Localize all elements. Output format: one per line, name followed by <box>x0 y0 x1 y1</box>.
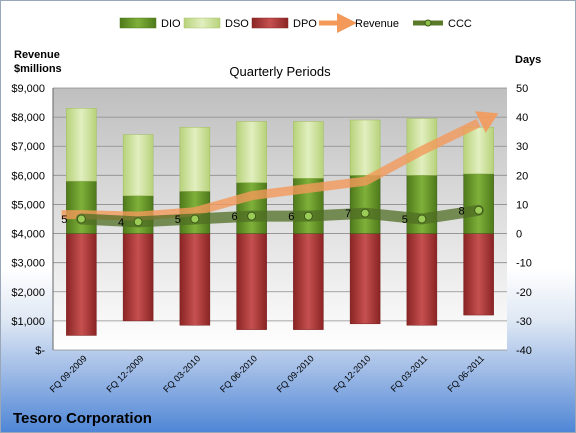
left-tick-label: $3,000 <box>11 258 45 270</box>
bar-dpo <box>406 233 438 326</box>
right-tick-label: 30 <box>516 141 528 153</box>
left-tick-label: $8,000 <box>11 112 45 124</box>
x-tick-label: FQ 09-2009 <box>48 353 89 394</box>
legend: DIO DSO DPO Revenue CCC <box>119 13 472 33</box>
bar-dso <box>66 108 97 182</box>
ccc-series: 5 4 5 6 6 7 5 8 <box>61 204 485 229</box>
ccc-point <box>247 211 257 221</box>
right-tick-label: -40 <box>516 345 532 357</box>
revenue-arrowhead <box>475 111 499 133</box>
ccc-data-label: 5 <box>402 214 408 226</box>
bar-dso <box>463 127 494 175</box>
bar-dpo <box>293 233 324 330</box>
ccc-point <box>76 214 86 224</box>
ccc-point <box>474 205 484 215</box>
legend-label-dso: DSO <box>225 18 249 30</box>
bar-dso <box>122 134 154 196</box>
x-tick-label: FQ 09-2010 <box>275 353 316 394</box>
legend-label-dpo: DPO <box>293 18 317 30</box>
right-tick-label: 10 <box>516 199 528 211</box>
ccc-data-label: 4 <box>118 217 124 229</box>
legend-swatch-ccc-marker <box>424 19 432 27</box>
left-tick-label: $9,000 <box>11 83 45 95</box>
right-tick-label: 40 <box>516 112 528 124</box>
left-axis-ticks: $- $1,000 $2,000 $3,000 $4,000 $5,000 $6,000 $7… <box>11 83 45 357</box>
legend-swatch-dio <box>119 17 157 29</box>
x-tick-label: FQ 03-2010 <box>161 353 202 394</box>
company-name: Tesoro Corporation <box>13 410 152 427</box>
right-tick-label: -10 <box>516 258 532 270</box>
ccc-line <box>75 204 485 228</box>
left-axis-title-line1: Revenue <box>14 49 60 61</box>
x-tick-label: FQ 12-2009 <box>105 353 146 394</box>
legend-label-revenue: Revenue <box>355 18 399 30</box>
left-tick-label: $2,000 <box>11 287 45 299</box>
bar-dpo <box>179 233 211 326</box>
left-tick-label: $4,000 <box>11 229 45 241</box>
ccc-data-label: 6 <box>232 211 238 223</box>
ccc-data-label: 6 <box>288 211 294 223</box>
right-tick-label: 0 <box>516 229 522 241</box>
left-tick-label: $1,000 <box>11 316 45 328</box>
bar-dio <box>463 173 494 234</box>
right-tick-label: -30 <box>516 316 532 328</box>
bar-dpo <box>349 233 381 325</box>
legend-swatch-dpo <box>251 17 289 29</box>
bar-dpo <box>463 233 494 316</box>
ccc-point <box>303 211 313 221</box>
x-tick-label: FQ 12-2010 <box>332 353 373 394</box>
left-tick-label: $6,000 <box>11 170 45 182</box>
right-axis-title: Days <box>515 54 541 66</box>
ccc-data-label: 5 <box>175 214 181 226</box>
x-tick-label: FQ 03-2011 <box>389 353 430 394</box>
bar-dpo <box>122 233 154 322</box>
x-tick-label: FQ 06-2011 <box>445 353 486 394</box>
bar-dso <box>236 121 267 183</box>
bar-dio <box>406 175 438 234</box>
right-tick-label: 50 <box>516 83 528 95</box>
bar-dso <box>179 127 211 192</box>
legend-label-dio: DIO <box>161 18 181 30</box>
x-tick-label: FQ 06-2010 <box>218 353 259 394</box>
ccc-data-label: 5 <box>61 214 67 226</box>
ccc-data-label: 8 <box>459 205 465 217</box>
bar-dpo <box>66 233 97 336</box>
right-tick-label: -20 <box>516 287 532 299</box>
legend-swatch-dso <box>183 17 221 29</box>
left-tick-label: $- <box>35 345 45 357</box>
ccc-point <box>417 214 427 224</box>
legend-label-ccc: CCC <box>448 18 472 30</box>
right-axis-ticks: -40 -30 -20 -10 0 10 20 30 40 50 <box>516 83 532 357</box>
ccc-data-label: 7 <box>345 208 351 220</box>
x-axis-ticks: FQ 09-2009 FQ 12-2009 FQ 03-2010 FQ 06-2010… <box>48 353 486 394</box>
ccc-point <box>360 208 370 218</box>
left-axis-title-line2: $millions <box>14 63 62 75</box>
left-tick-label: $7,000 <box>11 141 45 153</box>
right-tick-label: 20 <box>516 170 528 182</box>
bar-dso <box>293 121 324 179</box>
ccc-point <box>133 217 143 227</box>
ccc-point <box>190 214 200 224</box>
left-tick-label: $5,000 <box>11 199 45 211</box>
bar-dso <box>349 119 381 176</box>
bar-dpo <box>236 233 267 330</box>
bar-dio <box>66 180 97 234</box>
plot-title: Quarterly Periods <box>229 64 331 79</box>
